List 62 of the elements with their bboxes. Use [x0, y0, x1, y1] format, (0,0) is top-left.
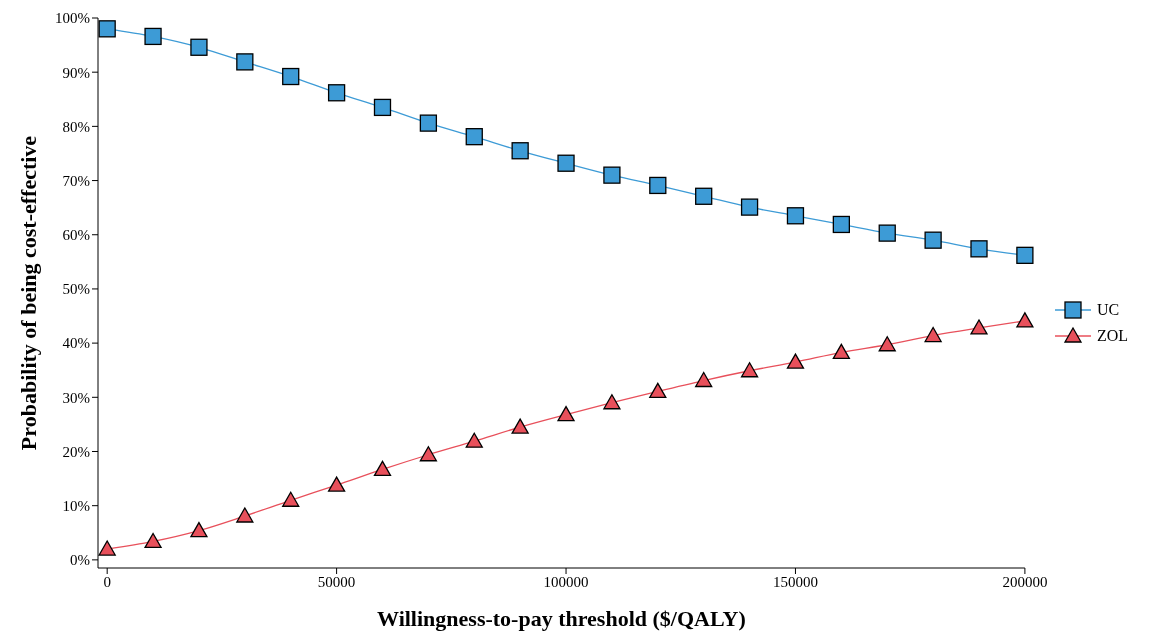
x-tick-label: 0: [103, 573, 111, 590]
point: [236, 53, 254, 71]
point: [282, 67, 300, 86]
legend-label: ZOL: [1096, 327, 1128, 345]
y-tick-label: 100%: [55, 10, 90, 27]
point: [144, 27, 162, 46]
point: [695, 371, 713, 388]
y-tick-label: 40%: [62, 335, 90, 352]
x-tick-label: 100000: [543, 573, 589, 590]
point: [740, 198, 759, 216]
point: [465, 128, 483, 146]
point: [557, 406, 575, 422]
point: [832, 343, 850, 359]
y-tick-label: 90%: [62, 64, 90, 81]
legend-label: UC: [1096, 301, 1120, 319]
y-tick-label: 30%: [62, 389, 90, 406]
point: [1016, 312, 1034, 328]
point: [465, 432, 483, 448]
point: [190, 38, 208, 56]
point: [373, 460, 392, 477]
point: [98, 20, 116, 38]
point: [144, 532, 162, 549]
point: [98, 540, 116, 556]
point: [970, 319, 988, 335]
point: [695, 187, 713, 205]
point: [511, 142, 529, 160]
point: [282, 491, 300, 507]
x-tick-label: 50000: [317, 573, 356, 590]
point: [649, 382, 667, 398]
point: [511, 418, 529, 434]
point: [603, 394, 621, 410]
y-tick-label: 50%: [62, 281, 90, 298]
point: [878, 224, 896, 242]
point: [786, 207, 805, 225]
point: [924, 326, 942, 343]
point: [786, 353, 805, 369]
point: [832, 215, 850, 234]
point: [1016, 246, 1034, 264]
x-tick-label: 200000: [1002, 573, 1048, 590]
point: [419, 446, 438, 462]
point: [924, 231, 942, 249]
y-tick-label: 10%: [62, 498, 90, 515]
y-tick-label: 70%: [62, 172, 90, 189]
point: [190, 521, 208, 538]
point: [603, 166, 621, 184]
point: [878, 336, 896, 352]
point: [327, 476, 346, 492]
point: [557, 154, 575, 172]
point: [327, 84, 346, 102]
y-tick-label: 60%: [62, 227, 90, 244]
point: [236, 507, 254, 523]
point: [649, 176, 667, 195]
point: [740, 362, 759, 378]
y-tick-label: 80%: [62, 118, 90, 135]
point: [970, 240, 988, 258]
x-tick-label: 150000: [772, 573, 818, 590]
y-tick-label: 20%: [62, 443, 90, 460]
y-tick-label: 0%: [70, 552, 90, 569]
point: [373, 98, 392, 117]
point: [419, 114, 438, 132]
y-axis-title: Probability of being cost-effective: [15, 135, 41, 451]
x-axis-title: Willingness-to-pay threshold ($/QALY): [377, 606, 746, 631]
